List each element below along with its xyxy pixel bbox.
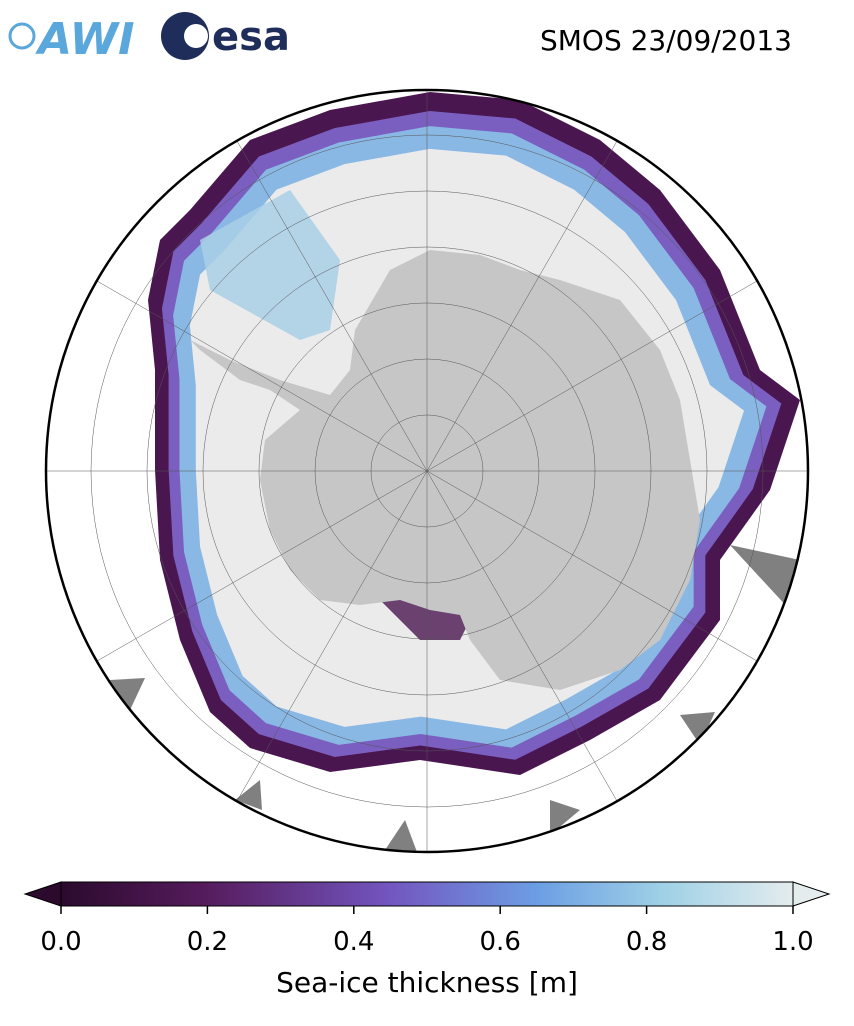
colorbar-tick-label: 0.4: [333, 927, 374, 957]
map: [46, 90, 808, 852]
map-frame: [44, 88, 810, 854]
esa-text: esa: [212, 14, 290, 60]
colorbar-label: Sea-ice thickness [m]: [276, 966, 578, 999]
colorbar: [23, 881, 831, 907]
colorbar-tick-label: 0.8: [626, 927, 667, 957]
colorbar-tick-label: 1.0: [772, 927, 813, 957]
continent: [190, 250, 700, 690]
esa-logo: esa: [161, 12, 290, 60]
colorbar-tick-label: 0.0: [40, 927, 81, 957]
title: SMOS 23/09/2013: [540, 24, 792, 57]
awi-logo: AWI: [8, 14, 135, 65]
colorbar-tick-label: 0.6: [480, 927, 521, 957]
awi-text: AWI: [35, 14, 135, 65]
colorbar-tick-label: 0.2: [187, 927, 228, 957]
